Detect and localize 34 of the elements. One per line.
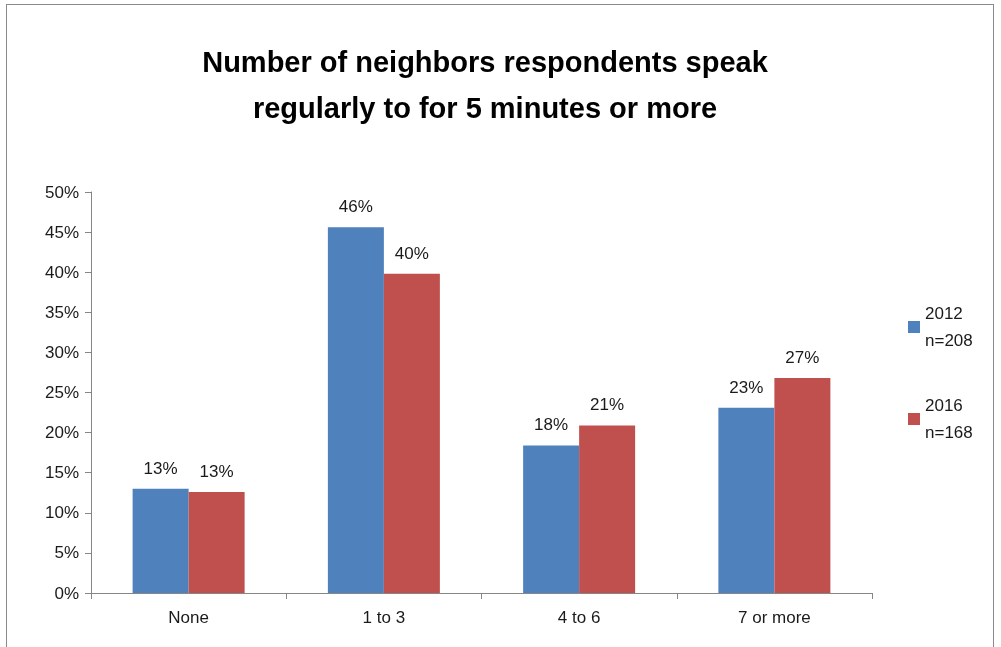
data-label: 18% [534,415,569,435]
bar [383,273,440,593]
chart-title: Number of neighbors respondents speak regularly to for 5 minutes or more [202,46,769,124]
y-tick-label: 25% [44,383,79,402]
data-label: 27% [785,348,820,368]
y-tick-label: 50% [44,182,79,202]
x-tick-label: None [168,608,209,627]
legend-label: 2012 n=208 [925,304,973,350]
y-tick-label: 30% [44,342,79,362]
x-tick-label: 1 to 3 [362,608,406,627]
data-label: 40% [394,243,429,263]
bar [523,445,580,593]
y-tick-label: 0% [54,583,79,603]
y-tick-label: 20% [44,423,79,443]
y-tick-label: 45% [44,222,79,242]
data-label: 13% [143,458,178,478]
y-tick-label: 10% [44,503,79,523]
y-tick-label: 15% [44,463,79,483]
data-label: 46% [338,197,373,217]
data-label: 21% [590,395,625,415]
y-tick-label: 35% [44,302,79,322]
data-label: 23% [729,377,764,397]
bar [188,491,245,593]
legend-label: 2016 n=168 [925,396,973,442]
x-tick-label: 7 or more [738,608,811,627]
bar [327,227,384,593]
data-label: 13% [199,461,234,481]
x-tick-label: 4 to 6 [557,608,601,627]
bar [132,488,189,593]
bar [774,378,831,593]
bar [718,407,775,593]
y-tick-label: 5% [54,543,79,563]
y-tick-label: 40% [44,262,79,282]
bar [579,425,636,593]
